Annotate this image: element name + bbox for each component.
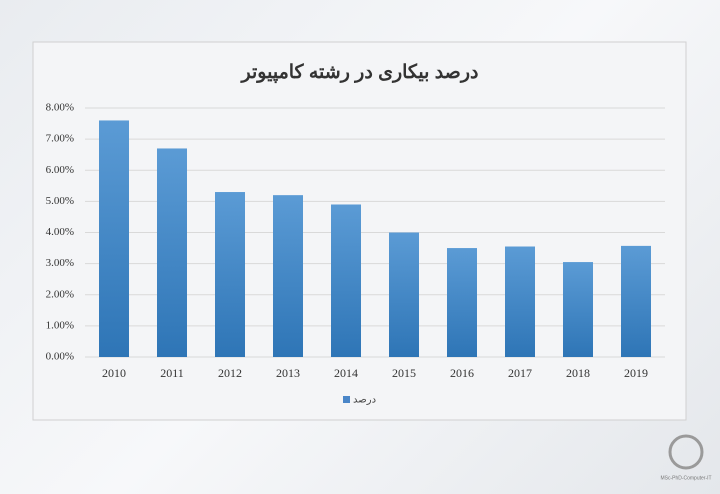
x-tick-label: 2017 (508, 366, 532, 380)
bar (505, 246, 535, 357)
logo (668, 434, 704, 470)
x-tick-label: 2010 (102, 366, 126, 380)
y-tick-label: 1.00% (46, 319, 74, 331)
x-tick-label: 2014 (334, 366, 358, 380)
x-tick-label: 2011 (160, 366, 184, 380)
x-tick-label: 2013 (276, 366, 300, 380)
x-tick-label: 2016 (450, 366, 474, 380)
y-tick-label: 0.00% (46, 351, 74, 363)
x-tick-label: 2019 (624, 366, 648, 380)
x-tick-label: 2015 (392, 366, 416, 380)
y-tick-label: 4.00% (46, 226, 74, 238)
y-tick-label: 8.00% (46, 102, 74, 114)
bar (563, 262, 593, 357)
y-tick-label: 7.00% (46, 133, 74, 145)
y-tick-label: 5.00% (46, 195, 74, 207)
watermark: MSc-PhD-Computer-IT (660, 475, 711, 481)
bar (447, 248, 477, 357)
bar (621, 245, 651, 357)
bar (273, 195, 303, 357)
y-tick-label: 3.00% (46, 257, 74, 269)
bar (389, 232, 419, 357)
y-tick-label: 6.00% (46, 164, 74, 176)
bar (215, 192, 245, 357)
y-tick-label: 2.00% (46, 288, 74, 300)
bar (331, 204, 361, 357)
bar (157, 148, 187, 357)
x-tick-label: 2018 (566, 366, 590, 380)
legend-label: درصد (353, 395, 376, 406)
bar (99, 120, 129, 357)
legend-swatch (343, 396, 350, 403)
x-tick-label: 2012 (218, 366, 242, 380)
chart-title: درصد بیکاری در رشته کامپیوتر (240, 62, 479, 83)
